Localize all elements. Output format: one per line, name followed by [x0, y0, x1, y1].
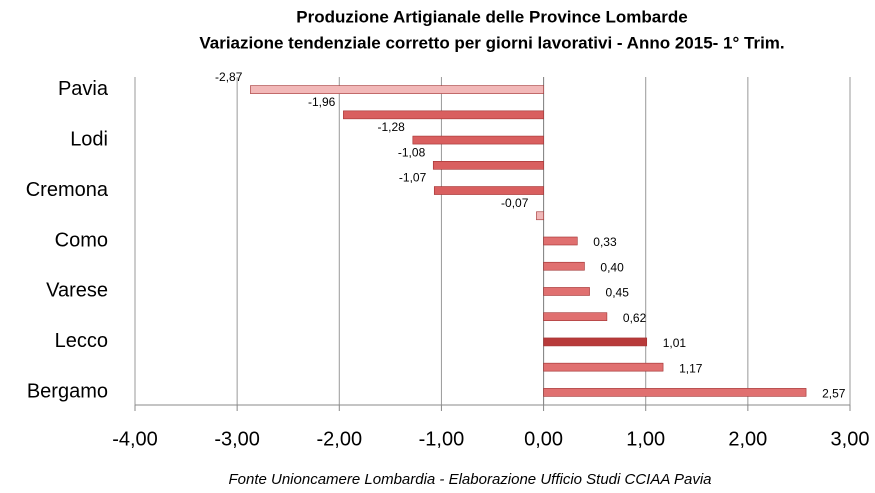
bar	[543, 337, 648, 347]
y-tick-label: Pavia	[58, 78, 109, 100]
bar	[543, 236, 578, 246]
x-tick-label: -4,00	[112, 428, 158, 450]
chart-subtitle: Variazione tendenziale corretto per gior…	[199, 33, 784, 52]
value-label: 1,17	[679, 361, 703, 375]
x-tick-label: 1,00	[626, 428, 665, 450]
bar	[433, 186, 544, 195]
x-tick-label: -3,00	[214, 428, 260, 450]
value-label: 0,33	[593, 235, 617, 249]
y-tick-label: Lodi	[70, 128, 108, 150]
value-label: -1,28	[377, 120, 405, 134]
y-tick-label: Como	[55, 229, 108, 251]
value-label: 0,40	[600, 260, 624, 274]
value-label: 1,01	[663, 336, 687, 350]
bar	[432, 161, 544, 170]
bar	[250, 85, 544, 94]
x-tick-label: 2,00	[728, 428, 767, 450]
source-note: Fonte Unioncamere Lombardia - Elaborazio…	[228, 471, 711, 488]
chart-title: Produzione Artigianale delle Province Lo…	[296, 7, 687, 26]
bar	[343, 110, 544, 120]
y-tick-label: Cremona	[26, 179, 109, 201]
y-tick-label: Varese	[46, 280, 108, 302]
value-label: 0,62	[623, 311, 647, 325]
value-label: -1,07	[399, 171, 427, 185]
x-tick-label: 3,00	[831, 428, 870, 450]
value-label: -0,07	[501, 196, 529, 210]
bar	[543, 388, 807, 397]
bar	[412, 135, 544, 145]
value-label: 2,57	[822, 387, 846, 401]
bar	[543, 261, 585, 271]
y-tick-label: Bergamo	[27, 381, 108, 403]
x-tick-label: -1,00	[419, 428, 465, 450]
x-tick-label: -2,00	[316, 428, 362, 450]
value-label: -2,87	[215, 70, 243, 84]
bar	[543, 312, 608, 321]
value-label: 0,45	[606, 286, 630, 300]
y-tick-label: Lecco	[55, 330, 108, 352]
bar	[543, 287, 590, 296]
bar	[543, 362, 664, 372]
value-label: -1,08	[398, 145, 426, 159]
value-label: -1,96	[308, 95, 336, 109]
bar	[536, 211, 544, 221]
x-tick-label: 0,00	[524, 428, 563, 450]
